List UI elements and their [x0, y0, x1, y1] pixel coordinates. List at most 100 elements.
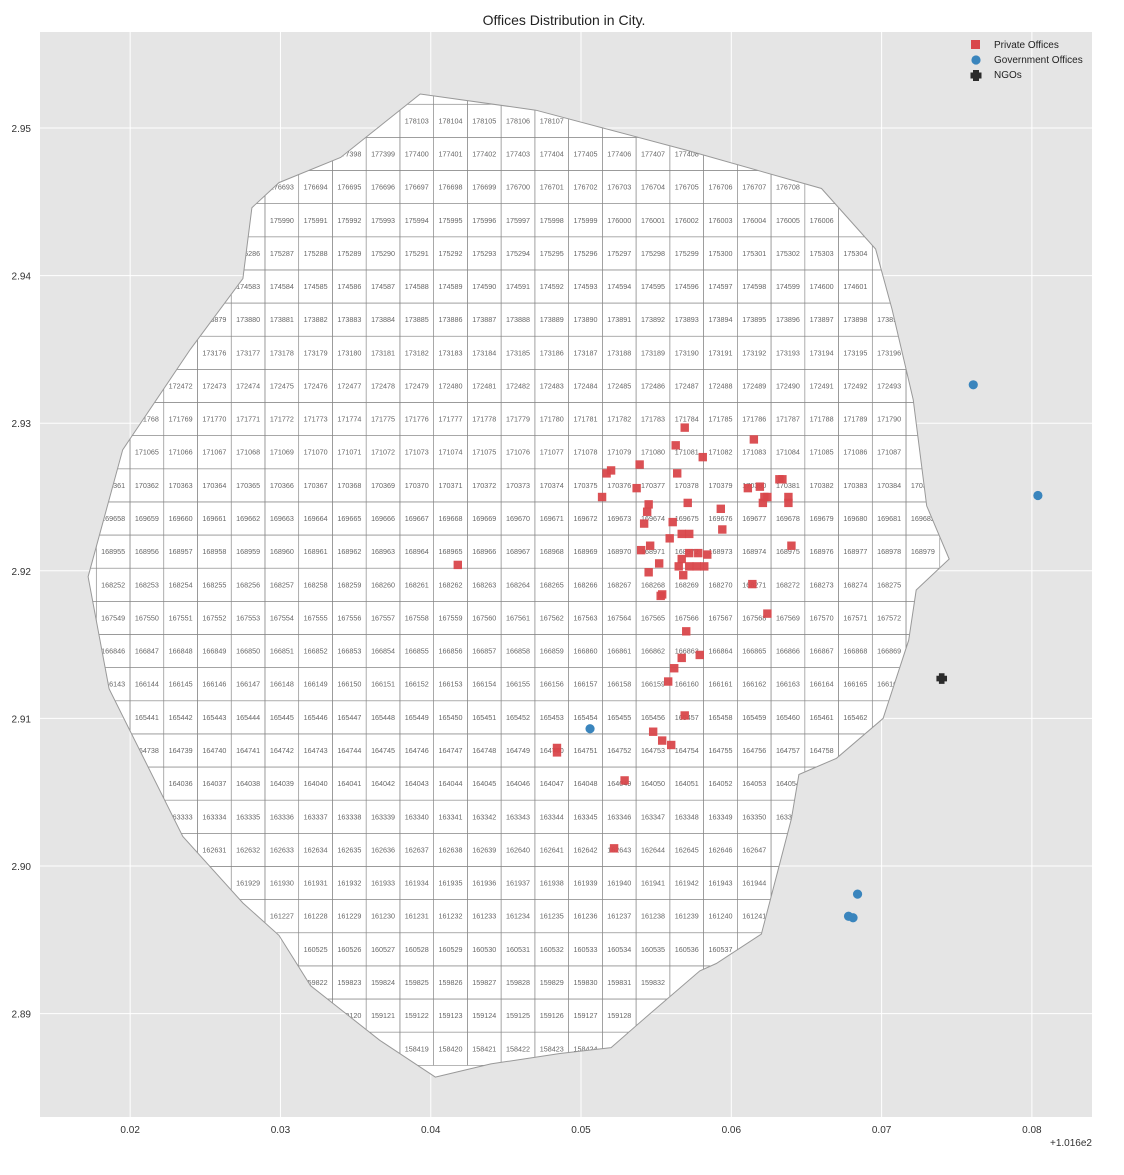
grid-cell-id: 167567	[708, 613, 732, 622]
grid-cell-id: 168970	[607, 547, 631, 556]
grid-cell-id: 164742	[270, 746, 294, 755]
grid-cell-id: 173881	[270, 315, 294, 324]
grid-cell-id: 161232	[439, 912, 463, 921]
grid-cell-id: 164048	[574, 779, 598, 788]
grid-cell-id: 169666	[371, 514, 395, 523]
grid-cell-id: 178106	[506, 116, 530, 125]
grid-cell-id: 169682	[911, 514, 935, 523]
grid-cell-id: 177407	[641, 149, 665, 158]
grid-cell-id: 170382	[810, 481, 834, 490]
grid-cell-id: 164756	[742, 746, 766, 755]
grid-cell-id: 172483	[540, 381, 564, 390]
grid-cell-id: 172492	[843, 381, 867, 390]
private-offices-marker	[636, 545, 646, 555]
grid-cell-id: 164043	[405, 779, 429, 788]
grid-cell-id: 162634	[304, 845, 328, 854]
grid-cell-id: 168960	[270, 547, 294, 556]
grid-cell-id: 161933	[371, 879, 395, 888]
private-offices-marker	[663, 677, 673, 686]
grid-cell-id: 171070	[304, 448, 328, 457]
private-offices-marker	[680, 711, 689, 720]
grid-cell-id: 175990	[270, 216, 294, 225]
legend-ngos-marker	[970, 70, 982, 81]
grid-cell-id: 176702	[574, 183, 598, 192]
grid-cell-id: 175996	[472, 216, 496, 225]
grid-cell-id: 173177	[236, 348, 260, 357]
grid-cell-id: 177408	[675, 149, 699, 158]
grid-cell-id: 173180	[337, 348, 361, 357]
grid-cell-id: 171080	[641, 448, 665, 457]
grid-cell-id: 173178	[270, 348, 294, 357]
grid-cell	[433, 94, 468, 105]
grid-cell-id: 167553	[236, 613, 260, 622]
x-tick-label: 0.02	[120, 1125, 140, 1136]
grid-cell-id: 161939	[574, 879, 598, 888]
grid-cell-id: 163351	[776, 812, 800, 821]
grid-cell-id: 169671	[540, 514, 564, 523]
grid-cell-id: 163350	[742, 812, 766, 821]
grid-cell-id: 159823	[337, 978, 361, 987]
grid-cell-id: 175297	[607, 249, 631, 258]
grid-cell-id: 173191	[708, 348, 732, 357]
grid-cell-id: 164747	[439, 746, 463, 755]
grid-cell-id: 171768	[135, 415, 159, 424]
grid-cell-id: 162636	[371, 845, 395, 854]
grid-cell-id: 171081	[675, 448, 699, 457]
grid-cell-id: 161934	[405, 879, 429, 888]
grid-cell-id: 161943	[708, 879, 732, 888]
grid-cell-id: 164052	[708, 779, 732, 788]
grid-cell-id: 176694	[304, 183, 328, 192]
legend-ngos-label: NGOs	[994, 70, 1022, 81]
grid-cell-id: 176001	[641, 216, 665, 225]
grid-cell-id: 172481	[472, 381, 496, 390]
grid-cell-id: 165462	[843, 713, 867, 722]
grid-cell-id: 159828	[506, 978, 530, 987]
grid-cell-id: 175286	[236, 249, 260, 258]
grid-cell-id: 160525	[304, 945, 328, 954]
grid-cell-id: 159830	[574, 978, 598, 987]
grid-cell-id: 169673	[607, 514, 631, 523]
grid-cell-id: 162637	[405, 845, 429, 854]
grid-cell-id: 159832	[641, 978, 665, 987]
grid-cell-id: 163335	[236, 812, 260, 821]
grid-cell-id: 162647	[742, 845, 766, 854]
grid-cell-id: 169672	[574, 514, 598, 523]
grid-cell-id: 172484	[574, 381, 598, 390]
grid-cell-id: 172490	[776, 381, 800, 390]
grid-cell-id: 167572	[877, 613, 901, 622]
grid-cell-id: 160533	[574, 945, 598, 954]
grid-cell-id: 173890	[574, 315, 598, 324]
grid-cell-id: 175304	[843, 249, 867, 258]
private-offices-marker	[784, 498, 793, 508]
grid-cell-id: 166156	[540, 680, 564, 689]
grid-cell-id: 168272	[776, 580, 800, 589]
private-offices-marker	[677, 554, 686, 564]
grid-cell-id: 174594	[607, 282, 631, 291]
grid-cell-id: 167568	[742, 613, 766, 622]
grid-cell-id: 177404	[540, 149, 564, 158]
grid-cell-id: 167571	[843, 613, 867, 622]
grid-cell-id: 171777	[439, 415, 463, 424]
grid-cell-id: 171783	[641, 415, 665, 424]
grid-cell-id: 168256	[236, 580, 260, 589]
grid-cell-id: 168962	[337, 547, 361, 556]
grid-cell-id: 172489	[742, 381, 766, 390]
y-tick-labels: 2.89 2.90 2.91 2.92 2.93 2.94 2.95	[12, 124, 32, 1021]
grid-cell-id: 170383	[843, 481, 867, 490]
grid-cell-id: 159824	[371, 978, 395, 987]
grid-cell-id: 159827	[472, 978, 496, 987]
grid-cell-id: 162643	[607, 845, 631, 854]
grid-cell-id: 163336	[270, 812, 294, 821]
grid-cell-id: 163340	[405, 812, 429, 821]
grid-cell-id: 166854	[371, 647, 395, 656]
grid-cell-id: 167557	[371, 613, 395, 622]
grid-cell-id: 166860	[574, 647, 598, 656]
grid-cell-id: 176700	[506, 183, 530, 192]
government-offices-marker	[968, 380, 978, 390]
grid-cell-id: 172477	[337, 381, 361, 390]
grid-cell-id: 164054	[776, 779, 800, 788]
grid-cell-id: 175292	[439, 249, 463, 258]
grid-cell-id: 164739	[169, 746, 193, 755]
grid-cell-id: 174592	[540, 282, 564, 291]
grid-cell-id: 158424	[574, 1044, 598, 1053]
